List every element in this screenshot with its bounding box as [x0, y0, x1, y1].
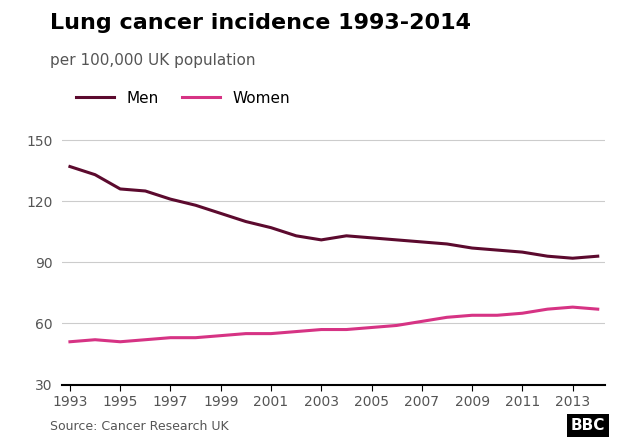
Text: Lung cancer incidence 1993-2014: Lung cancer incidence 1993-2014	[50, 13, 471, 33]
Text: Source: Cancer Research UK: Source: Cancer Research UK	[50, 420, 228, 433]
Text: per 100,000 UK population: per 100,000 UK population	[50, 53, 255, 68]
Text: BBC: BBC	[571, 418, 605, 433]
Legend: Men, Women: Men, Women	[70, 84, 296, 112]
